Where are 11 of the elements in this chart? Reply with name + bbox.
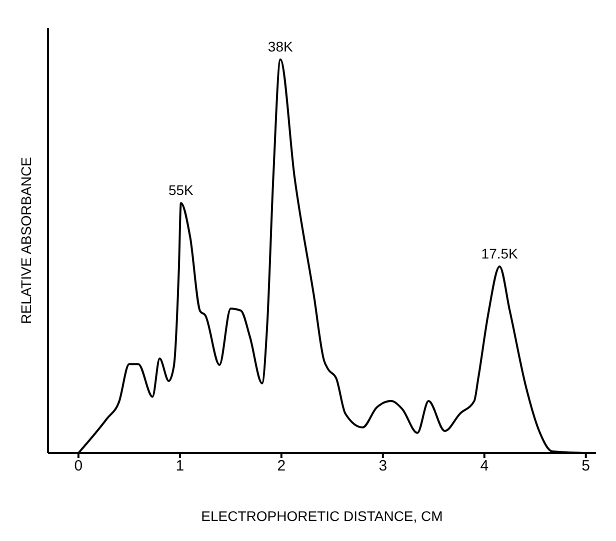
annotation: 55K: [168, 182, 194, 198]
x-tick-label: 0: [74, 458, 83, 475]
annotation: 17.5K: [481, 245, 519, 262]
x-tick-label: 5: [582, 458, 590, 475]
x-tick-label: 1: [176, 458, 184, 475]
annotation: 38K: [268, 38, 294, 54]
x-axis-title: ELECTROPHORETIC DISTANCE, CM: [201, 508, 443, 524]
y-axis-title: RELATIVE ABSORBANCE: [18, 156, 34, 324]
x-tick-label: 3: [378, 458, 388, 475]
x-tick-label: 4: [480, 458, 489, 475]
x-tick-label: 2: [277, 458, 286, 475]
